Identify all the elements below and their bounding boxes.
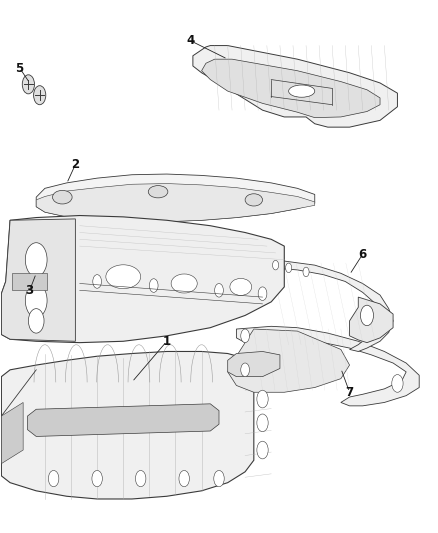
Circle shape	[286, 263, 292, 272]
Circle shape	[135, 471, 146, 487]
Text: 1: 1	[162, 335, 171, 348]
Bar	[12, 273, 47, 290]
Circle shape	[392, 375, 403, 392]
Circle shape	[215, 284, 223, 297]
Circle shape	[25, 243, 47, 277]
Polygon shape	[262, 261, 393, 351]
Polygon shape	[36, 183, 315, 222]
Ellipse shape	[171, 274, 197, 293]
Polygon shape	[350, 297, 393, 343]
Polygon shape	[1, 402, 23, 464]
Circle shape	[93, 274, 102, 288]
Circle shape	[303, 267, 309, 277]
Ellipse shape	[53, 190, 72, 204]
Polygon shape	[1, 215, 284, 343]
Polygon shape	[28, 404, 219, 437]
Circle shape	[25, 284, 47, 318]
Circle shape	[272, 261, 279, 270]
Polygon shape	[1, 351, 254, 499]
Ellipse shape	[289, 85, 315, 97]
Circle shape	[92, 471, 102, 487]
Circle shape	[257, 441, 268, 459]
Circle shape	[22, 75, 35, 94]
Circle shape	[241, 363, 250, 377]
Polygon shape	[193, 46, 397, 127]
Text: 6: 6	[358, 248, 367, 261]
Circle shape	[179, 471, 189, 487]
Circle shape	[257, 390, 268, 408]
Ellipse shape	[148, 185, 168, 198]
Circle shape	[214, 471, 224, 487]
Circle shape	[360, 305, 374, 326]
Text: 4: 4	[187, 34, 195, 47]
Ellipse shape	[245, 194, 262, 206]
Polygon shape	[36, 174, 315, 222]
Text: 2: 2	[71, 158, 79, 171]
Polygon shape	[201, 59, 380, 118]
Circle shape	[149, 279, 158, 292]
Circle shape	[28, 309, 44, 333]
Circle shape	[34, 86, 46, 104]
Polygon shape	[1, 219, 75, 341]
Text: 7: 7	[346, 386, 353, 399]
Circle shape	[258, 287, 267, 301]
Polygon shape	[228, 351, 280, 377]
Polygon shape	[228, 329, 350, 392]
Circle shape	[257, 414, 268, 432]
Text: 5: 5	[15, 61, 24, 75]
Polygon shape	[237, 326, 419, 406]
Text: 3: 3	[25, 284, 34, 297]
Ellipse shape	[106, 265, 141, 288]
Circle shape	[48, 471, 59, 487]
Circle shape	[241, 329, 250, 343]
Ellipse shape	[230, 278, 252, 295]
